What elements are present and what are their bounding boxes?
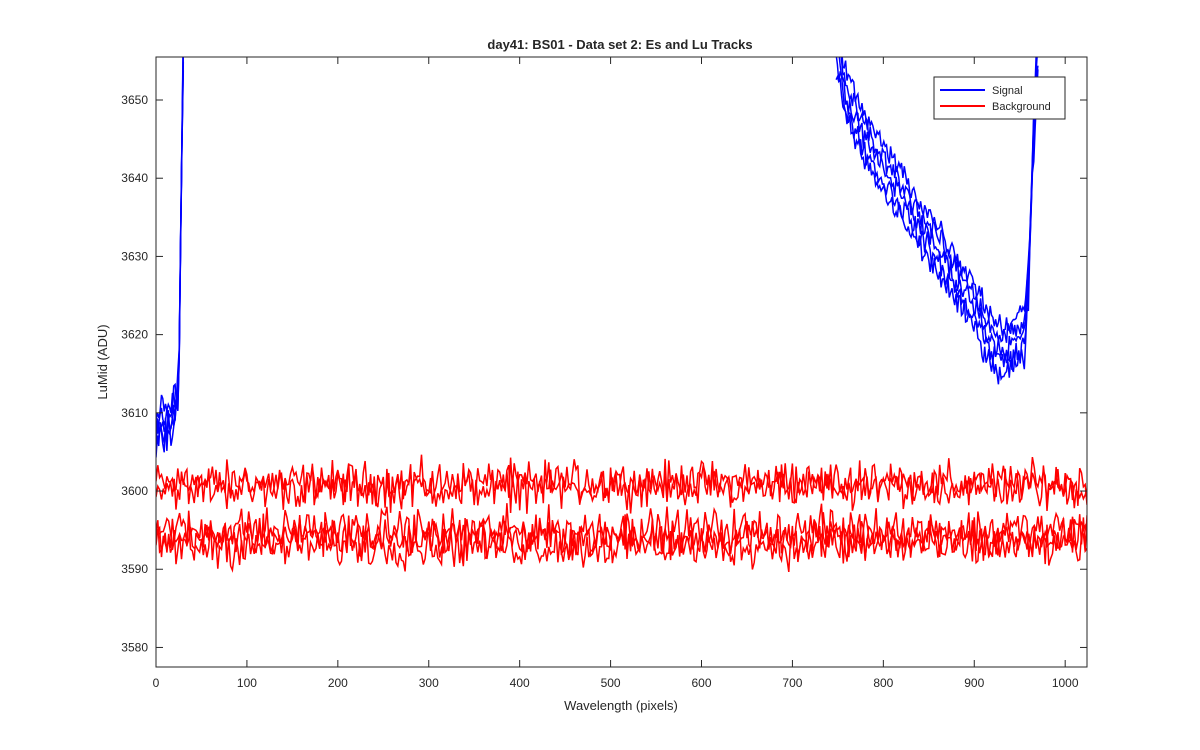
x-axis-ticks: 0 100 200 300 400 500 600 700 800 900 1000 [153,57,1079,690]
axes-box [155,56,1088,668]
signal-segment-2-track-2 [835,57,1039,371]
signal-segment-2-track-3 [838,57,1038,361]
y-tick-label: 3610 [121,406,148,420]
x-tick-label: 700 [782,676,802,690]
y-tick-label: 3590 [121,562,148,576]
legend-box [933,76,1066,120]
x-tick-label: 100 [237,676,257,690]
signal-segment-2-track-5 [841,57,1037,336]
x-tick-label: 0 [153,676,160,690]
y-axis-ticks: 3580 3590 3600 3610 3620 3630 3640 3650 [121,93,1087,654]
y-tick-label: 3600 [121,484,148,498]
x-tick-label: 200 [328,676,348,690]
y-tick-label: 3650 [121,93,148,107]
background-track-5 [156,518,1087,573]
signal-segment-2-track-1 [835,69,1039,385]
legend-label-signal: Signal [992,85,1023,97]
background-track-2 [156,459,1087,514]
x-tick-label: 300 [419,676,439,690]
x-tick-label: 600 [691,676,711,690]
y-tick-label: 3630 [121,249,148,263]
signal-segment-1-track-5 [156,57,184,420]
y-tick-label: 3640 [121,171,148,185]
legend-label-background: Background [992,101,1051,113]
y-axis-label: LuMid (ADU) [95,324,110,399]
x-tick-label: 900 [964,676,984,690]
chart-title: day41: BS01 - Data set 2: Es and Lu Trac… [487,37,752,52]
x-tick-label: 1000 [1052,676,1079,690]
x-tick-label: 800 [873,676,893,690]
y-tick-label: 3580 [121,640,148,654]
x-tick-label: 400 [510,676,530,690]
plot-area [156,57,1087,573]
y-tick-label: 3620 [121,328,148,342]
x-axis-label: Wavelength (pixels) [564,698,678,713]
x-tick-label: 500 [601,676,621,690]
signal-segment-2-track-4 [840,57,1038,343]
legend: Signal Background [933,76,1066,120]
